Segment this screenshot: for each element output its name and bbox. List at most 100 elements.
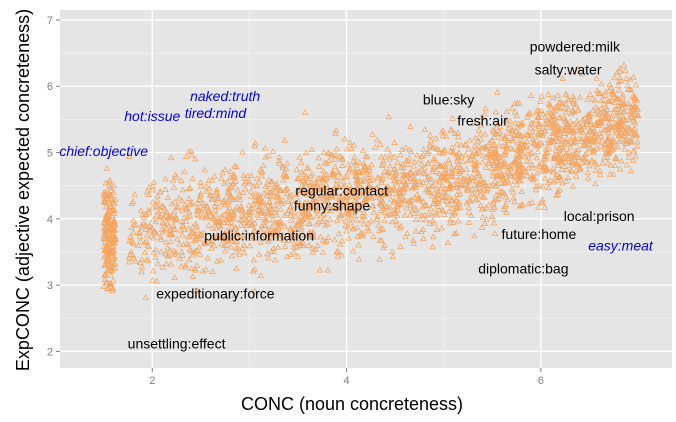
data-point [188,247,195,254]
data-point [207,239,214,246]
data-point [441,189,449,196]
data-point [130,221,138,228]
data-point [539,196,546,203]
data-point [454,217,462,224]
data-point [495,195,502,201]
data-point [260,162,267,169]
data-point [294,175,301,182]
data-point [562,104,569,111]
data-point [112,239,119,246]
data-point [377,207,385,213]
data-point [463,166,470,172]
data-point [189,223,197,230]
data-point [171,198,179,205]
data-point [494,89,501,95]
data-point [630,157,637,163]
data-point [381,153,389,160]
data-point [150,234,157,241]
data-point [375,191,382,197]
data-point [241,175,248,182]
data-point [200,229,207,236]
data-point [587,127,594,134]
data-point [614,82,622,88]
data-point [202,266,210,273]
data-point [606,81,613,87]
data-point [581,123,588,130]
data-point [327,207,334,214]
data-point [274,197,282,204]
data-point [541,114,549,120]
data-point [544,179,552,185]
data-point [208,238,216,245]
data-point [550,94,557,101]
data-point [101,262,108,268]
data-point [587,137,595,144]
data-point [614,143,621,150]
data-point [473,185,480,192]
data-point [305,242,313,248]
data-point [154,192,161,199]
data-point [587,91,594,97]
data-point [601,92,609,98]
data-point [352,206,359,213]
data-point [301,109,309,115]
data-point [497,123,504,130]
data-point [418,228,425,235]
data-point [109,287,116,294]
data-point [555,162,562,169]
data-point [420,226,427,232]
data-point [542,163,549,169]
data-point [102,214,109,221]
data-point [453,229,460,236]
data-point [477,135,485,142]
data-point [576,154,583,160]
data-point [324,197,331,204]
data-point [313,200,321,207]
data-point [608,124,615,131]
data-point [176,240,183,247]
data-point [157,207,165,213]
data-point [478,224,486,230]
data-point [178,177,185,183]
data-point [111,226,118,232]
annotation-label: regular:contact [295,182,388,198]
data-point [287,211,294,218]
data-point [325,234,332,240]
data-point [352,186,359,193]
data-point [270,228,277,235]
data-point [443,169,450,176]
data-point [129,198,137,204]
data-point [269,216,276,223]
data-point [592,166,599,173]
data-point [100,219,108,226]
data-point [250,235,257,241]
data-point [634,138,641,145]
data-point [241,228,249,234]
data-point [182,218,190,224]
y-tick-label: 4 [47,214,53,226]
data-point [425,160,432,167]
data-point [411,194,418,200]
data-point [101,234,108,240]
annotation-label: hot:issue [124,108,180,124]
data-point [323,191,330,198]
data-point [262,204,269,210]
data-point [196,196,204,203]
data-point [554,177,562,183]
data-point [440,188,447,195]
data-point [569,159,577,166]
data-point [390,184,398,191]
data-point [625,154,633,160]
data-point [240,219,248,226]
data-point [399,188,407,195]
data-point [615,86,623,93]
data-point [617,107,624,114]
data-point [164,194,172,201]
data-point [277,206,284,212]
data-point [336,153,344,159]
data-point [364,224,372,231]
data-point [300,177,307,184]
data-point [385,210,393,217]
data-point [426,131,434,138]
data-point [422,170,429,177]
